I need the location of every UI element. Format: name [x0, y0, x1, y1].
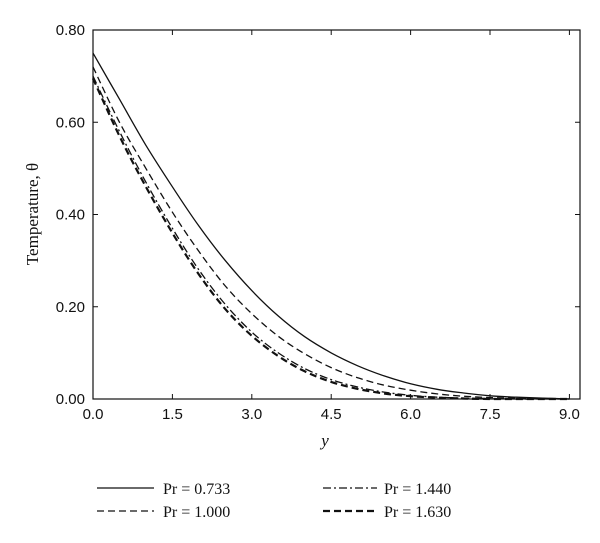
y-axis-title: Temperature, θ — [23, 163, 42, 265]
y-tick-label: 0.60 — [56, 114, 85, 131]
x-tick-label: 9.0 — [559, 406, 580, 423]
x-tick-label: 7.5 — [480, 406, 501, 423]
x-tick-label: 0.0 — [83, 406, 104, 423]
y-tick-label: 0.80 — [56, 22, 85, 39]
y-axis-ticks: 0.00 0.20 0.40 0.60 0.80 — [56, 22, 580, 408]
series-layer — [92, 52, 570, 401]
x-axis-title: y — [319, 431, 329, 450]
x-tick-label: 6.0 — [400, 406, 421, 423]
series-line-0 — [92, 52, 570, 400]
legend: Pr = 0.733 Pr = 1.000 Pr = 1.440 Pr = 1.… — [97, 481, 451, 521]
y-tick-label: 0.40 — [56, 207, 85, 224]
legend-label-pr-1630: Pr = 1.630 — [384, 504, 451, 521]
legend-label-pr-0733: Pr = 0.733 — [163, 481, 230, 498]
plot-frame — [92, 29, 581, 400]
x-axis-ticks: 0.0 1.5 3.0 4.5 6.0 7.5 9.0 — [83, 30, 580, 423]
series-line-3 — [92, 77, 570, 401]
series-line-1 — [92, 66, 570, 400]
y-tick-label: 0.00 — [56, 391, 85, 408]
x-tick-label: 3.0 — [241, 406, 262, 423]
x-tick-label: 1.5 — [162, 406, 183, 423]
series-line-2 — [92, 75, 570, 400]
legend-label-pr-1000: Pr = 1.000 — [163, 504, 230, 521]
x-tick-label: 4.5 — [321, 406, 342, 423]
y-tick-label: 0.20 — [56, 299, 85, 316]
legend-label-pr-1440: Pr = 1.440 — [384, 481, 451, 498]
